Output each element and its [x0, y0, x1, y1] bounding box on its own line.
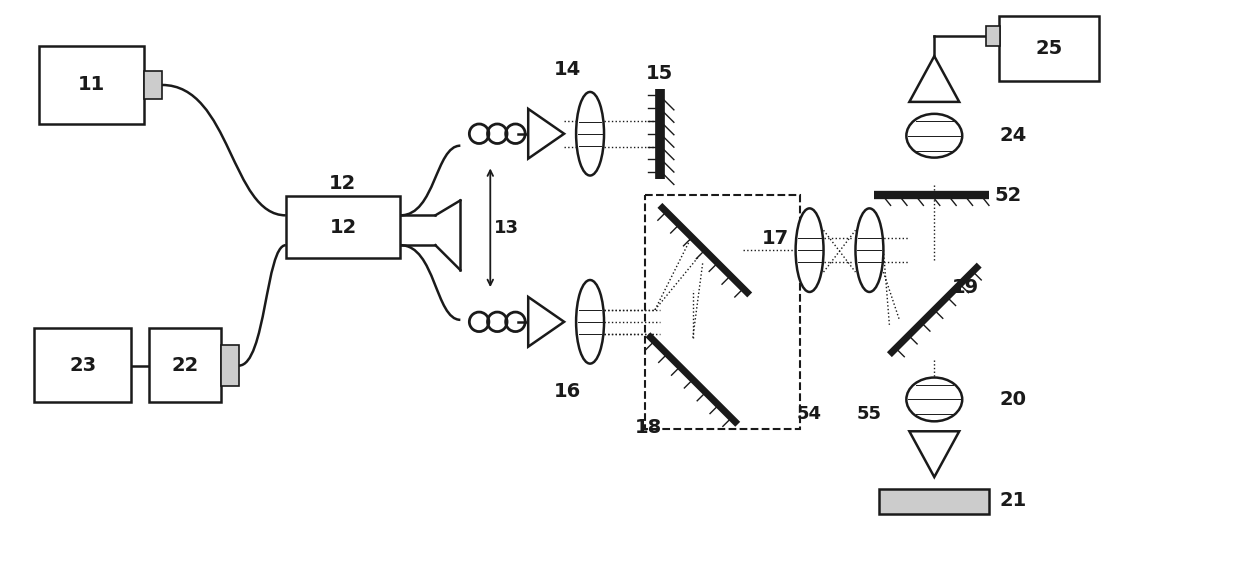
- Text: 24: 24: [999, 126, 1027, 145]
- Ellipse shape: [856, 208, 883, 292]
- Text: 12: 12: [329, 174, 356, 193]
- Polygon shape: [528, 109, 564, 158]
- Text: 12: 12: [330, 218, 357, 237]
- Text: 54: 54: [797, 406, 822, 423]
- Text: 20: 20: [999, 390, 1027, 409]
- Text: 21: 21: [999, 491, 1027, 511]
- Bar: [285, 197, 401, 258]
- Bar: [40, 46, 144, 124]
- Polygon shape: [909, 431, 960, 477]
- Text: 16: 16: [553, 382, 580, 401]
- Ellipse shape: [906, 378, 962, 421]
- Bar: [144, 71, 162, 99]
- Bar: [986, 26, 1001, 46]
- Ellipse shape: [796, 208, 823, 292]
- Text: 17: 17: [761, 229, 789, 248]
- Text: 15: 15: [646, 64, 673, 82]
- Bar: [645, 195, 800, 429]
- Bar: [221, 345, 239, 386]
- Text: 11: 11: [78, 76, 105, 94]
- Text: 55: 55: [857, 406, 882, 423]
- Bar: [999, 16, 1099, 81]
- Bar: [149, 328, 221, 402]
- Text: 14: 14: [553, 60, 580, 78]
- Text: 25: 25: [1035, 39, 1063, 58]
- Text: 13: 13: [494, 219, 518, 237]
- Text: 18: 18: [635, 418, 662, 437]
- Text: 52: 52: [994, 186, 1022, 205]
- Bar: [879, 489, 990, 514]
- Text: 19: 19: [952, 278, 980, 298]
- Ellipse shape: [906, 114, 962, 158]
- Polygon shape: [909, 56, 960, 102]
- Polygon shape: [528, 297, 564, 346]
- Text: 23: 23: [69, 356, 97, 375]
- Bar: [35, 328, 131, 402]
- Ellipse shape: [577, 92, 604, 176]
- Text: 22: 22: [171, 356, 198, 375]
- Ellipse shape: [577, 280, 604, 364]
